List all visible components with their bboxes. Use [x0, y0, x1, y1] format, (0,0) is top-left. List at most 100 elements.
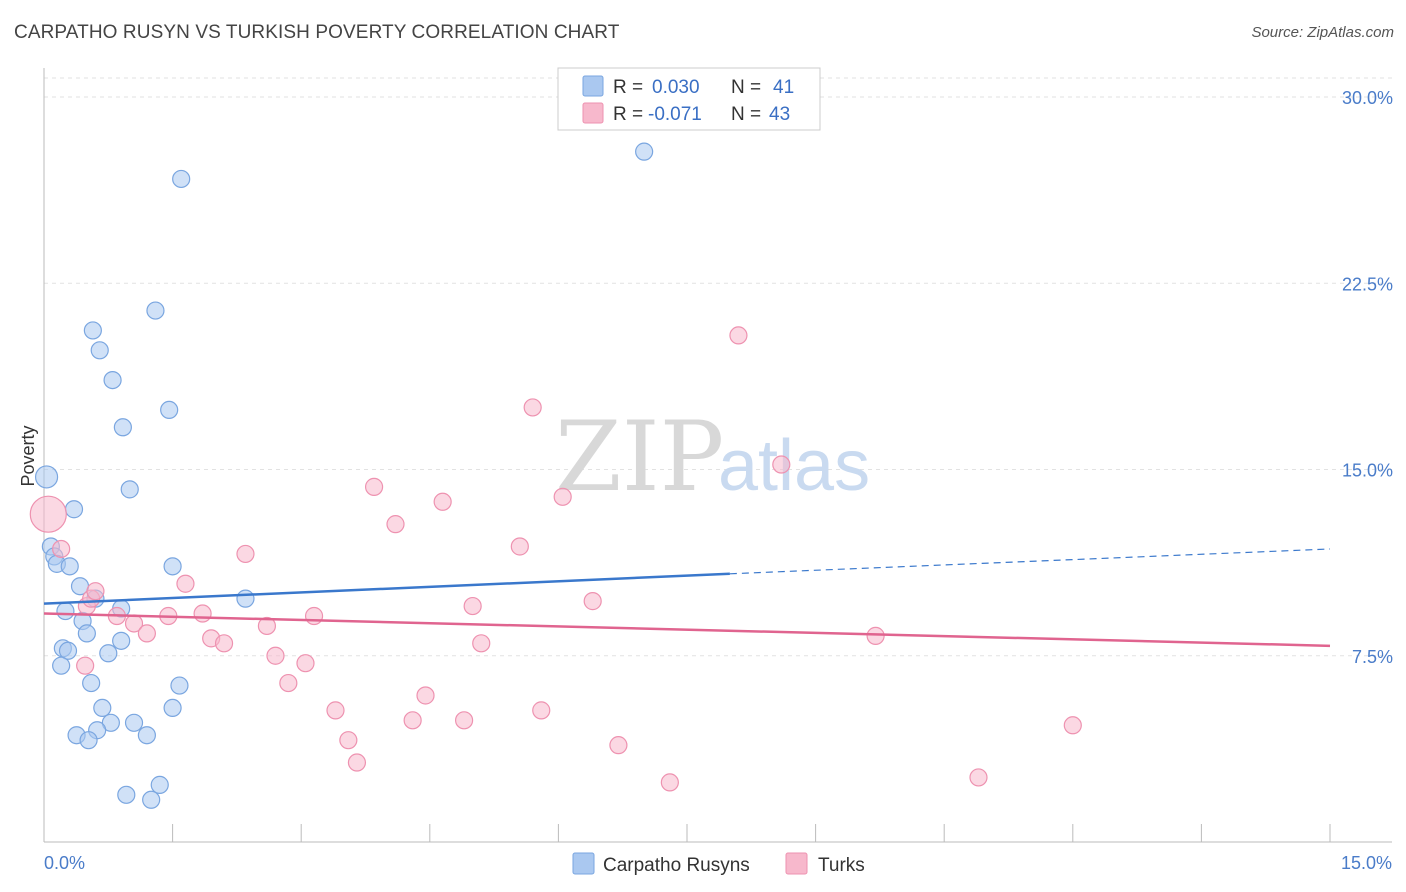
y-tick-label-0: 30.0% [1342, 88, 1393, 108]
stats-legend-r-value-rusyns: 0.030 [652, 77, 700, 98]
watermark-atlas: atlas [718, 426, 870, 506]
grid-lines [44, 77, 1392, 657]
point-rusyns-26 [170, 676, 189, 695]
point-turks-1 [52, 539, 71, 559]
point-rusyns-18 [93, 698, 112, 718]
point-rusyns-5 [64, 500, 84, 519]
point-turks-33 [553, 487, 572, 506]
point-turks-7 [137, 624, 156, 643]
point-turks-26 [433, 492, 452, 511]
point-turks-31 [523, 398, 542, 417]
point-rusyns-34 [83, 321, 102, 340]
point-turks-0 [29, 495, 67, 533]
trend-line-rusyns-extension [729, 548, 1331, 575]
point-turks-42 [76, 656, 95, 675]
point-rusyns-25 [163, 698, 182, 718]
point-rusyns-0 [34, 465, 59, 489]
point-turks-4 [86, 582, 105, 601]
point-turks-14 [257, 616, 277, 636]
point-rusyns-16 [99, 644, 118, 663]
point-rusyns-27 [163, 557, 182, 576]
point-turks-12 [214, 634, 234, 653]
chart-title: CARPATHO RUSYN VS TURKISH POVERTY CORREL… [14, 22, 620, 43]
y-tick-label-2: 15.0% [1342, 461, 1393, 481]
stats-legend: R = 0.030 N = 41 R = -0.071 N = 43 [557, 67, 821, 131]
point-turks-27 [454, 711, 474, 730]
series-legend-label-turks: Turks [818, 855, 865, 876]
scatter-points [29, 142, 1082, 809]
point-rusyns-35 [120, 480, 139, 499]
stats-legend-r-label-turks: R = [613, 104, 643, 125]
stats-legend-n-label-turks: N = [731, 104, 761, 125]
stats-legend-n-value-turks: 43 [769, 104, 790, 125]
point-turks-15 [266, 646, 285, 665]
trend-line-turks [43, 612, 1331, 648]
stats-legend-r-label-rusyns: R = [613, 77, 643, 98]
y-tick-label-3: 7.5% [1352, 647, 1393, 667]
x-tick-label-max: 15.0% [1341, 853, 1392, 873]
point-turks-24 [403, 711, 422, 730]
point-turks-36 [660, 773, 679, 792]
stats-legend-r-value-turks: -0.071 [648, 104, 702, 125]
x-tick-label-min: 0.0% [44, 853, 85, 873]
point-rusyns-30 [146, 301, 165, 320]
point-turks-10 [193, 604, 212, 623]
point-turks-37 [729, 326, 748, 345]
y-tick-label-1: 22.5% [1342, 274, 1393, 294]
stats-legend-swatch-rusyns [582, 75, 604, 97]
point-turks-18 [304, 606, 324, 626]
point-rusyns-15 [112, 631, 131, 650]
axes [43, 68, 1392, 843]
point-rusyns-31 [113, 418, 132, 437]
trend-lines [43, 548, 1331, 648]
point-turks-28 [463, 596, 482, 616]
series-legend-label-rusyns: Carpatho Rusyns [603, 855, 750, 876]
point-turks-34 [583, 592, 602, 611]
stats-legend-n-value-rusyns: 41 [773, 77, 794, 98]
point-rusyns-24 [137, 726, 156, 745]
point-turks-30 [510, 537, 529, 556]
point-turks-17 [296, 654, 315, 673]
point-turks-35 [609, 736, 628, 755]
point-turks-29 [472, 634, 491, 653]
y-axis-label: Poverty [18, 425, 38, 486]
point-turks-21 [347, 753, 367, 772]
point-turks-22 [364, 477, 384, 496]
chart-source: Source: ZipAtlas.com [1251, 24, 1394, 41]
point-rusyns-38 [117, 785, 136, 804]
point-turks-23 [386, 515, 405, 534]
point-rusyns-8 [77, 624, 96, 643]
point-rusyns-29 [172, 169, 191, 189]
stats-legend-swatch-turks [582, 102, 604, 124]
point-turks-38 [772, 455, 791, 474]
point-turks-41 [1063, 716, 1082, 735]
point-rusyns-17 [82, 673, 101, 693]
point-turks-25 [416, 686, 435, 705]
point-rusyns-28 [160, 400, 179, 419]
point-rusyns-4 [60, 557, 79, 576]
point-turks-39 [866, 626, 885, 645]
point-rusyns-22 [79, 731, 98, 750]
point-rusyns-6 [56, 601, 75, 621]
point-turks-20 [339, 731, 358, 750]
series-legend-swatch-rusyns [572, 852, 595, 875]
point-rusyns-37 [142, 790, 161, 809]
point-turks-32 [532, 701, 551, 720]
point-rusyns-10 [58, 641, 78, 660]
point-rusyns-32 [103, 371, 122, 390]
y-tick-labels: 30.0% 22.5% 15.0% 7.5% [1342, 88, 1393, 667]
point-turks-9 [176, 574, 195, 593]
point-turks-40 [969, 768, 988, 787]
point-rusyns-40 [635, 142, 654, 161]
point-rusyns-39 [236, 589, 255, 608]
point-turks-16 [279, 673, 298, 693]
watermark-zip: ZIP [555, 401, 724, 513]
stats-legend-n-label-rusyns: N = [731, 77, 761, 98]
point-rusyns-11 [52, 656, 71, 675]
trend-line-rusyns [43, 572, 730, 605]
point-rusyns-36 [150, 775, 169, 794]
series-legend: Carpatho Rusyns Turks [572, 852, 865, 876]
series-legend-swatch-turks [785, 852, 808, 875]
point-rusyns-33 [90, 341, 109, 360]
